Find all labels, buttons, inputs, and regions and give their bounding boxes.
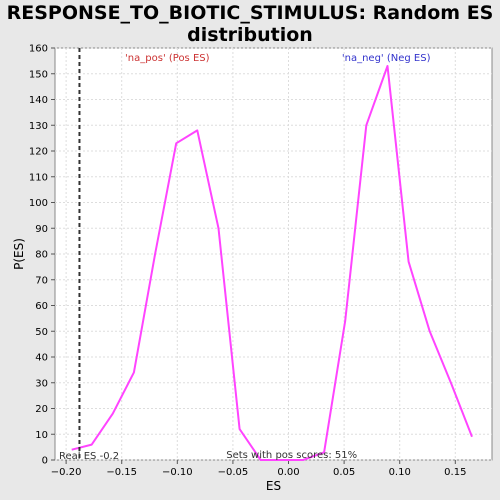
y-tick-label: 70 [35,275,48,286]
neg-es-label: 'na_neg' (Neg ES) [342,53,431,64]
y-tick-label: 100 [29,198,48,209]
x-tick-label: −0.05 [218,467,249,478]
y-tick-label: 30 [35,378,48,389]
y-tick-label: 50 [35,327,48,338]
series-layer [71,65,473,461]
x-tick-label: 0.05 [333,467,355,478]
y-tick-label: 110 [29,172,48,183]
x-tick-label: −0.20 [51,467,82,478]
y-tick-label: 0 [42,456,48,467]
real-es-label: Real ES -0.2 [59,451,119,462]
y-tick-label: 120 [29,147,48,158]
y-tick-label: 130 [29,121,48,132]
y-axis-title: P(ES) [12,238,26,270]
y-tick-label: 40 [35,353,48,364]
axes: 0 10 20 30 40 50 60 70 80 90 100 110 120 130 140 150 160… [29,44,467,479]
y-tick-label: 80 [35,250,48,261]
x-tick-label: 0.10 [389,467,411,478]
y-tick-label: 90 [35,224,48,235]
chart-title-line1: RESPONSE_TO_BIOTIC_STIMULUS: Random ES [6,2,494,24]
x-tick-label: 0.00 [277,467,299,478]
chart-title-line2: distribution [187,24,313,46]
x-tick-label: −0.10 [162,467,193,478]
x-tick-label: 0.15 [444,467,466,478]
y-tick-label: 10 [35,430,48,441]
series-line [71,65,473,461]
y-tick-label: 60 [35,301,48,312]
pos-es-label: 'na_pos' (Pos ES) [125,53,210,64]
y-tick-label: 150 [29,69,48,80]
pos-scores-label: Sets with pos scores: 51% [226,450,357,461]
y-tick-label: 140 [29,95,48,106]
y-tick-label: 20 [35,404,48,415]
x-tick-label: −0.15 [106,467,137,478]
grid-lines [55,47,492,461]
x-axis-title: ES [266,479,281,493]
y-tick-label: 160 [29,44,48,55]
